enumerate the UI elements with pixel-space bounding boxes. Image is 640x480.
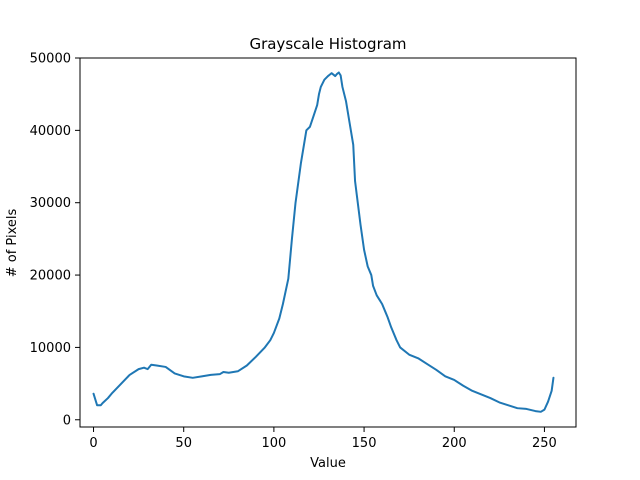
series-line bbox=[92, 71, 555, 413]
y-tick-label: 0 bbox=[63, 413, 71, 428]
x-tick-label: 250 bbox=[532, 436, 557, 451]
y-tick-label: 50000 bbox=[30, 52, 71, 67]
y-axis-ticks: 0 10000 20000 30000 40000 50000 bbox=[30, 52, 80, 428]
plot-area-frame bbox=[79, 57, 577, 428]
y-tick-label: 20000 bbox=[30, 269, 71, 284]
y-axis-label: # of Pixels bbox=[5, 209, 20, 278]
y-tick-label: 30000 bbox=[30, 196, 71, 211]
x-tick-label: 150 bbox=[352, 436, 377, 451]
x-axis-ticks: 0 50 100 150 200 250 bbox=[89, 427, 557, 451]
x-tick-label: 0 bbox=[89, 436, 97, 451]
chart-title: Grayscale Histogram bbox=[249, 35, 406, 53]
x-tick-label: 100 bbox=[261, 436, 286, 451]
y-tick-label: 40000 bbox=[30, 124, 71, 139]
x-tick-label: 50 bbox=[175, 436, 192, 451]
x-tick-label: 200 bbox=[442, 436, 467, 451]
y-tick-label: 10000 bbox=[30, 341, 71, 356]
x-axis-label: Value bbox=[310, 456, 346, 471]
